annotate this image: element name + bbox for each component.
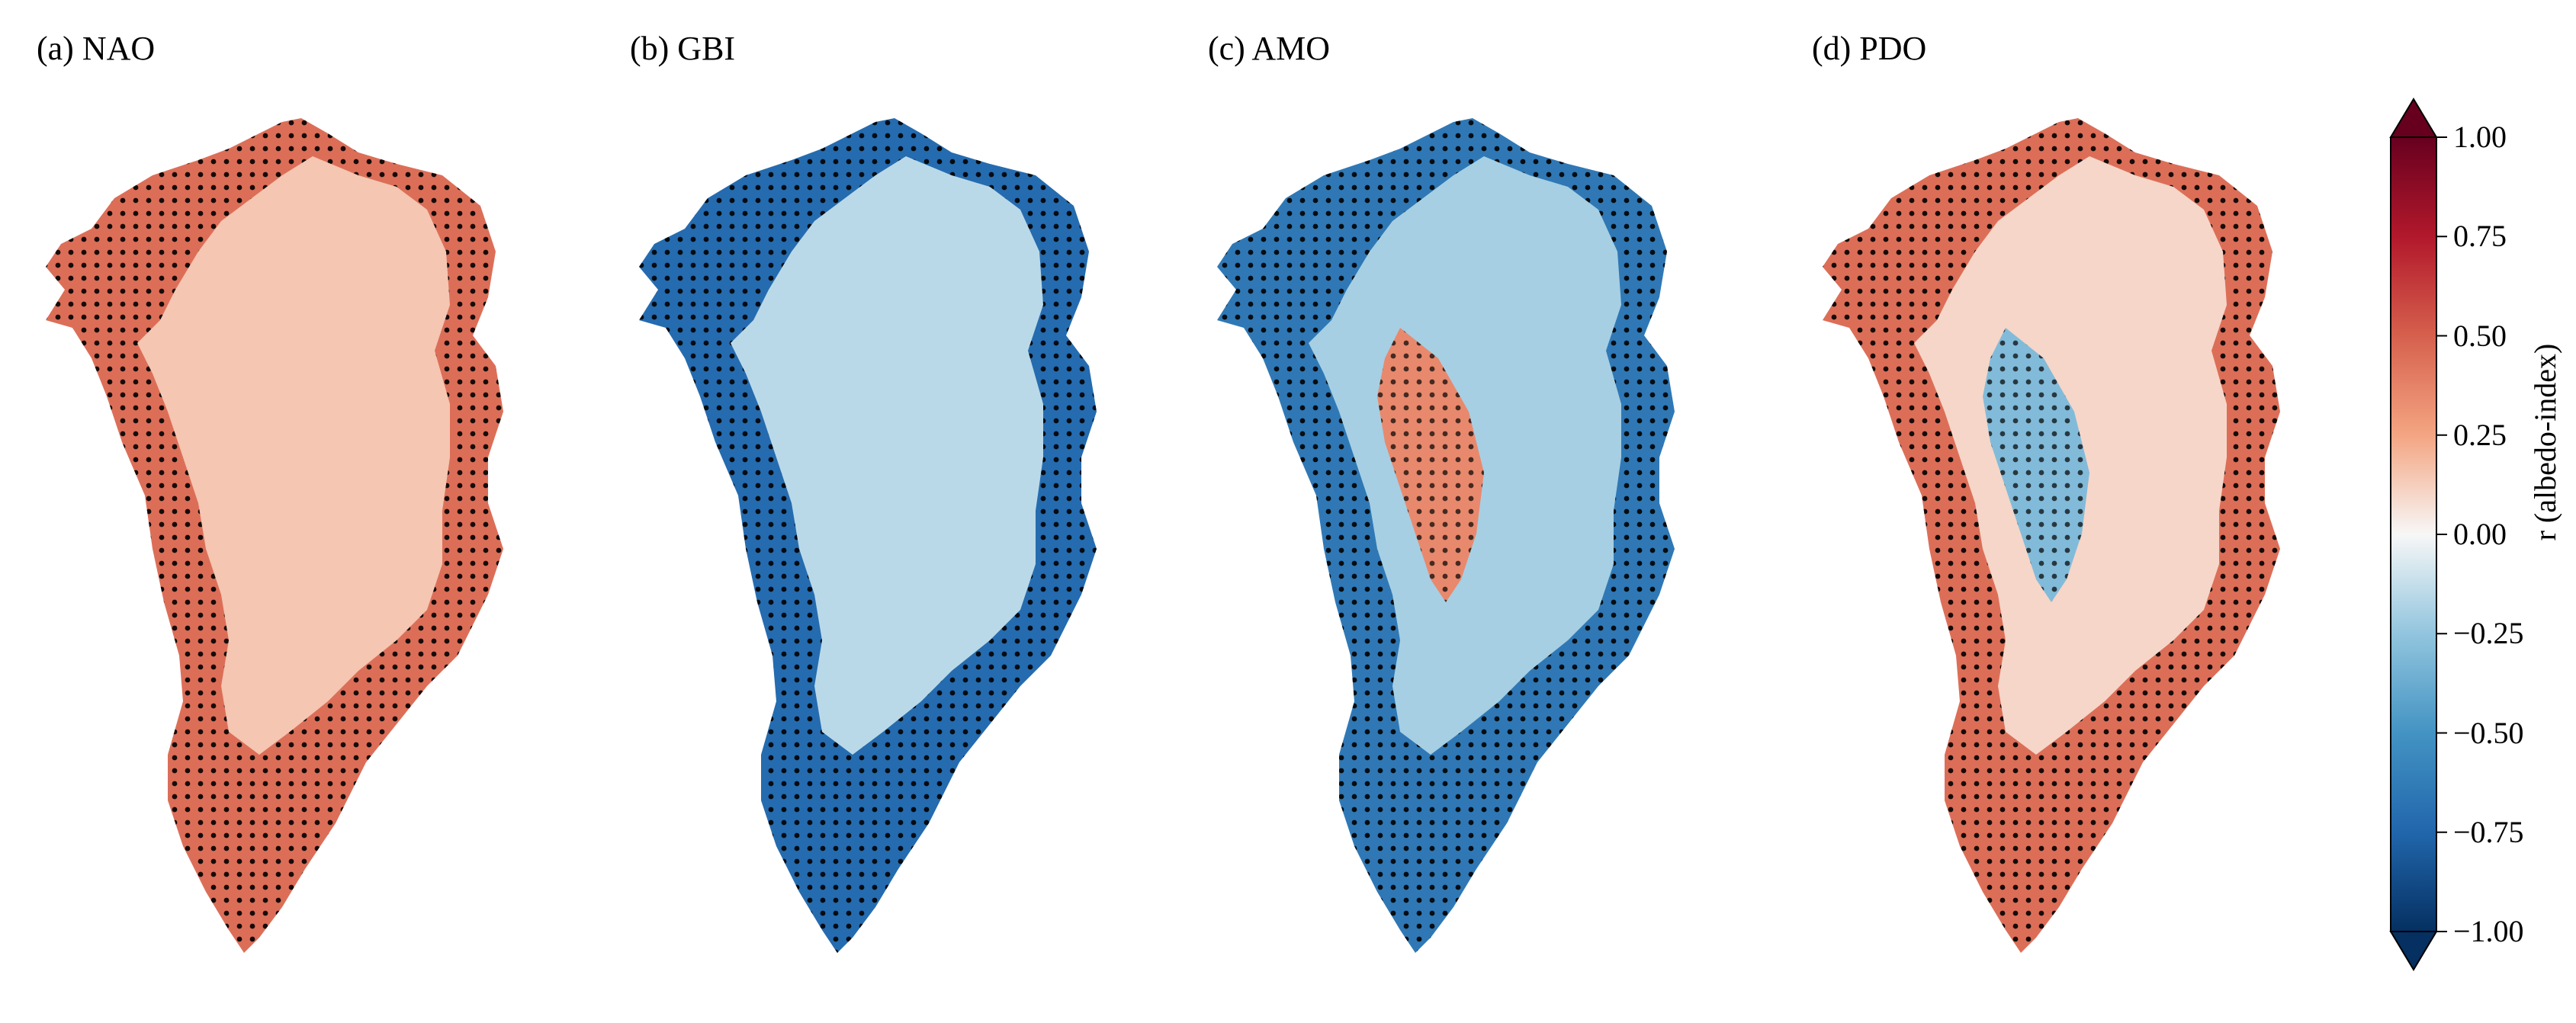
ice-sheet-interior-nao (137, 156, 450, 755)
colorbar-title: r (albedo-index) (2528, 343, 2562, 541)
west-interior-stipple-amo (1377, 328, 1484, 602)
ice-sheet-interior-gbi (731, 156, 1043, 755)
panel-title-nao: (a) NAO (37, 30, 156, 67)
panel-title-amo: (c) AMO (1208, 30, 1331, 67)
colorbar (2389, 98, 2447, 971)
map-panel-nao (46, 118, 503, 953)
panel-title-gbi: (b) GBI (630, 30, 736, 67)
colorbar-tick-label: −0.75 (2453, 814, 2524, 849)
colorbar-tick-label: −0.25 (2453, 616, 2524, 651)
colorbar-gradient (2390, 136, 2437, 932)
colorbar-extend-max (2389, 98, 2438, 138)
colorbar-tick-label: −0.50 (2453, 715, 2524, 750)
map-panel-gbi (639, 118, 1097, 953)
colorbar-extend-min (2389, 931, 2438, 971)
map-panel-pdo (1823, 118, 2280, 953)
colorbar-tick-label: 0.25 (2453, 417, 2507, 452)
colorbar-tick-label: 0.75 (2453, 219, 2507, 254)
colorbar-tick-label: 1.00 (2453, 120, 2507, 154)
colorbar-tick-label: −1.00 (2453, 914, 2524, 948)
map-panel-amo (1217, 118, 1675, 953)
colorbar-tick-label: 0.50 (2453, 318, 2507, 353)
colorbar-tick-label: 0.00 (2453, 517, 2507, 551)
west-interior-stipple-pdo (1983, 328, 2089, 602)
panel-title-pdo: (d) PDO (1812, 30, 1927, 67)
